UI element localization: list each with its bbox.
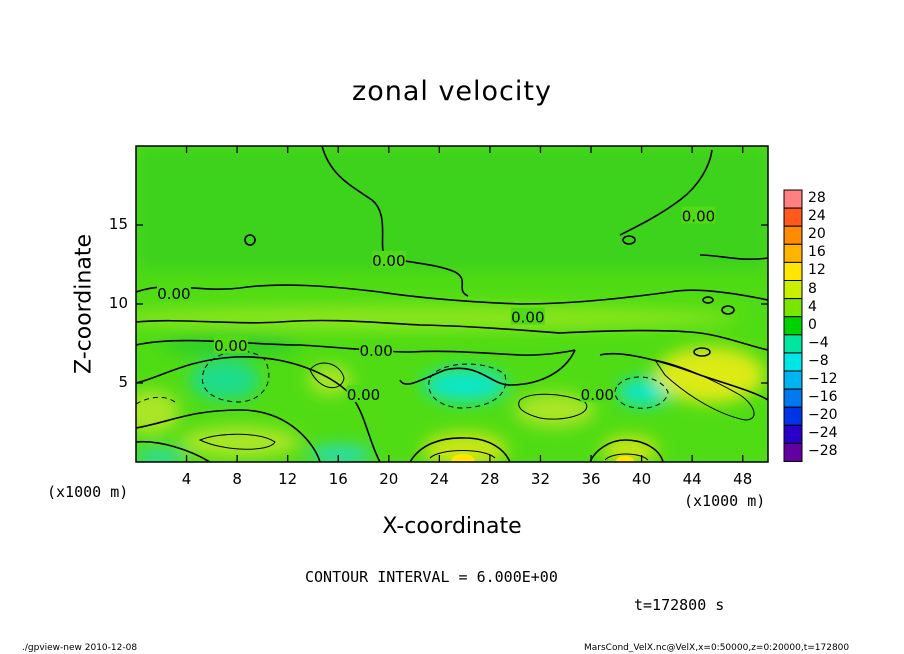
contour-label: 0.00 <box>347 386 380 404</box>
y-axis-title: Z-coordinate <box>71 234 97 374</box>
footer-right: MarsCond_VelX.nc@VelX,x=0:50000,z=0:2000… <box>584 643 850 653</box>
contour-label: 0.00 <box>372 252 405 270</box>
colorbar-box <box>783 442 803 462</box>
contour-label: 0.00 <box>511 309 544 327</box>
colorbar-box <box>783 388 803 408</box>
colorbar-label: 4 <box>808 298 817 315</box>
contour-label-bg <box>681 206 716 224</box>
contour-label: 0.00 <box>359 342 392 360</box>
contour-label-bg <box>346 385 381 403</box>
x-tick-label: 16 <box>328 470 348 488</box>
x-unit-right: (x1000 m) <box>684 492 766 510</box>
colorbar-label: −4 <box>808 334 829 351</box>
colorbar-box <box>783 261 803 281</box>
time-label: t=172800 s <box>634 596 725 614</box>
colorbar-label: −28 <box>808 443 838 460</box>
x-tick-label: 40 <box>632 470 652 488</box>
contour-label-bg <box>359 340 394 358</box>
x-tick-label: 32 <box>530 470 551 488</box>
contour-label: 0.00 <box>214 337 247 355</box>
contour-label: 0.00 <box>157 285 190 303</box>
contour-label-bg <box>156 283 191 301</box>
chart-title: zonal velocity <box>352 76 552 107</box>
contour-label-bg <box>371 250 406 268</box>
colorbar-box <box>783 298 803 318</box>
colorbar-label: −24 <box>808 425 838 442</box>
contour-label-bg <box>580 385 615 403</box>
y-tick-label: 5 <box>118 373 128 391</box>
colorbar-label: −12 <box>808 371 838 388</box>
contour-labels: 0.00 0.00 0.00 0.00 0.00 0.00 0.00 0.00 <box>156 206 716 404</box>
x-tick-label: 4 <box>181 470 192 488</box>
contour-label-bg <box>510 307 545 325</box>
colorbar-label: 8 <box>808 280 817 297</box>
contour-interval-note: CONTOUR INTERVAL = 6.000E+00 <box>305 568 558 586</box>
x-tick-label: 36 <box>581 470 601 488</box>
colorbar-label: 20 <box>808 226 826 243</box>
colorbar-box <box>783 406 803 426</box>
colorbar-box <box>783 334 803 354</box>
x-tick-label: 48 <box>733 470 753 488</box>
colorbar-box <box>783 316 803 336</box>
colorbar-label: 28 <box>808 190 826 207</box>
colorbar-box <box>783 280 803 300</box>
x-tick-label: 8 <box>232 470 242 488</box>
x-tick-label: 24 <box>429 470 449 488</box>
colorbar-box <box>783 225 803 245</box>
colorbar-label: 0 <box>808 316 817 333</box>
y-tick-label: 10 <box>108 294 128 312</box>
colorbar-box <box>783 352 803 372</box>
colorbar-label: 16 <box>808 244 826 261</box>
colorbar-box <box>783 424 803 444</box>
x-axis-title: X-coordinate <box>382 514 522 539</box>
negative-contours <box>136 350 669 409</box>
x-tick-label: 20 <box>379 470 399 488</box>
y-tick-label: 15 <box>108 215 128 233</box>
x-tick-label: 44 <box>682 470 702 488</box>
colorbar-label: 24 <box>808 208 826 225</box>
colorbar-box <box>783 189 803 209</box>
positive-contours <box>198 359 755 461</box>
colorbar <box>783 189 803 462</box>
x-tick-label: 28 <box>480 470 500 488</box>
colorbar-box <box>783 207 803 227</box>
contour-label: 0.00 <box>581 386 614 404</box>
contour-lines <box>136 146 768 462</box>
colorbar-box <box>783 370 803 390</box>
x-tick-label: 12 <box>278 470 298 488</box>
colorbar-label: −20 <box>808 407 838 424</box>
y-tick-marks <box>136 224 768 384</box>
footer-left: ./gpview-new 2010-12-08 <box>22 643 138 653</box>
colorbar-box <box>783 243 803 263</box>
x-unit-left: (x1000 m) <box>47 483 129 501</box>
x-tick-marks <box>185 146 744 462</box>
contour-field: 0.00 0.00 0.00 0.00 0.00 0.00 0.00 0.00 <box>136 146 768 462</box>
colorbar-label: 12 <box>808 262 826 279</box>
contour-label-bg <box>213 336 248 354</box>
colorbar-label: −8 <box>808 352 829 369</box>
contour-label: 0.00 <box>682 208 715 226</box>
colorbar-label: −16 <box>808 389 838 406</box>
